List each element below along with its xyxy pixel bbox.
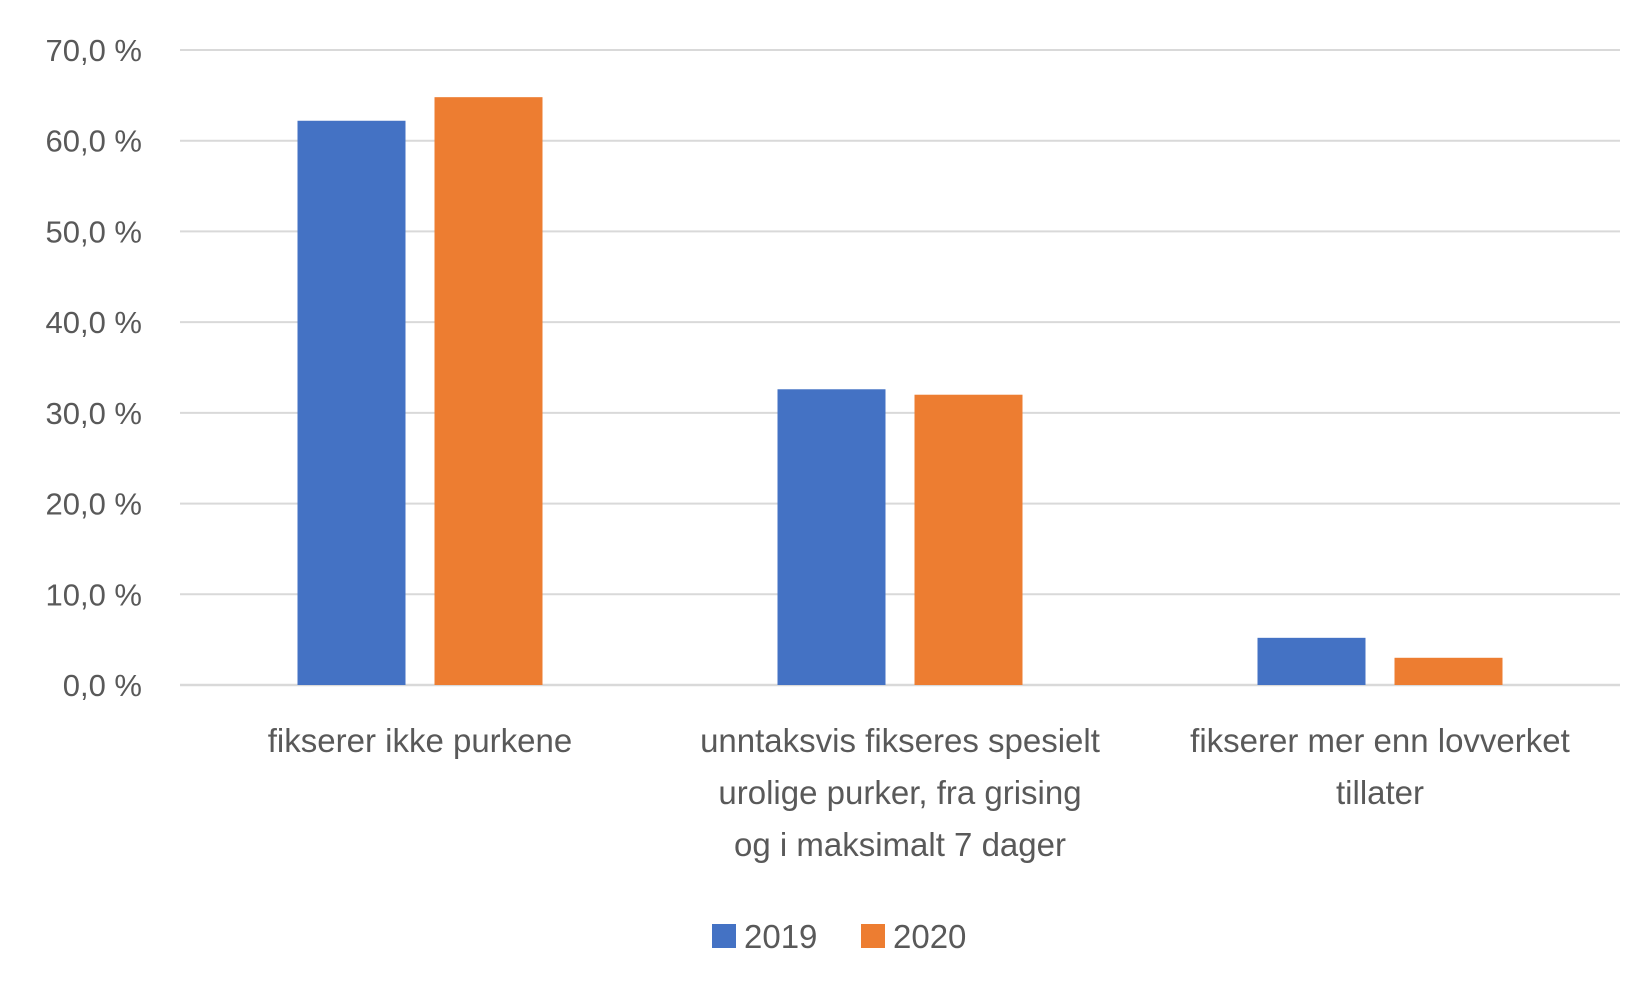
bar-2019-1 — [297, 120, 406, 685]
legend-swatch-2019 — [712, 924, 736, 948]
x-category-label-line: fikserer ikke purkene — [268, 722, 572, 759]
legend-label-2019: 2019 — [744, 918, 817, 955]
bar-2020-3 — [1394, 657, 1503, 685]
bar-2020-1 — [434, 97, 543, 685]
x-category-label-line: fikserer mer enn lovverket — [1190, 722, 1570, 759]
bar-2020-2 — [914, 394, 1023, 685]
bar-2019-3 — [1257, 637, 1366, 685]
legend-swatch-2020 — [861, 924, 885, 948]
y-tick-label: 20,0 % — [45, 487, 142, 522]
legend-label-2020: 2020 — [893, 918, 966, 955]
bars — [297, 97, 1503, 685]
legend: 2019 2020 — [712, 918, 966, 955]
x-category-label-line: tillater — [1336, 774, 1424, 811]
x-category-label-line: og i maksimalt 7 dager — [734, 826, 1066, 863]
y-tick-label: 70,0 % — [45, 33, 142, 68]
x-category-label-line: urolige purker, fra grising — [718, 774, 1081, 811]
y-tick-label: 30,0 % — [45, 396, 142, 431]
y-axis-tick-labels: 0,0 % 10,0 % 20,0 % 30,0 % 40,0 % 50,0 % 60,0 … — [45, 33, 142, 703]
y-tick-label: 40,0 % — [45, 305, 142, 340]
x-category-label-line: unntaksvis fikseres spesielt — [700, 722, 1100, 759]
y-tick-label: 50,0 % — [45, 214, 142, 249]
y-tick-label: 60,0 % — [45, 124, 142, 159]
gridlines — [180, 49, 1620, 687]
x-axis-category-labels: fikserer ikke purkene unntaksvis fikseres… — [268, 722, 1570, 863]
y-tick-label: 0,0 % — [63, 668, 142, 703]
y-tick-label: 10,0 % — [45, 577, 142, 612]
x-category-label: fikserer ikke purkene — [268, 722, 572, 759]
x-category-label: fikserer mer enn lovverket tillater — [1190, 722, 1570, 811]
bar-2019-2 — [777, 389, 886, 685]
x-category-label: unntaksvis fikseres spesielt urolige purk… — [700, 722, 1100, 863]
